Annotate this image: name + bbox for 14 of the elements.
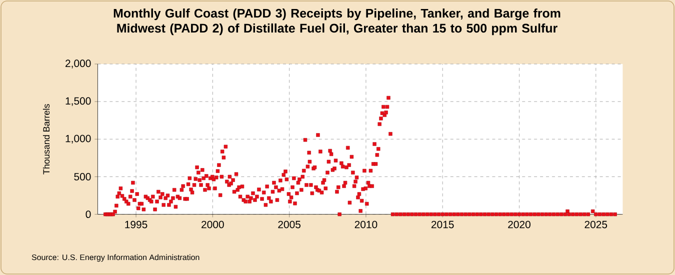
y-tick-label: 2,000: [66, 60, 91, 68]
x-tick-label: 2010: [354, 220, 378, 228]
x-tick-label: 2000: [202, 220, 224, 228]
x-tick-label: 2025: [584, 220, 608, 228]
x-tick-label: 2020: [508, 220, 530, 228]
y-tick-label: 500: [74, 173, 91, 180]
y-axis-title: Thousand Barrels: [42, 104, 50, 174]
x-tick-label: 1995: [125, 220, 148, 228]
x-tick-label: 2005: [278, 220, 300, 228]
y-tick-label: 1,500: [66, 97, 91, 106]
chart-title: Monthly Gulf Coast (PADD 3) Receipts by Pipeline, Tanker, and Barge from Midwest (PADD 2) of Distillate Fuel Oil, Greater than 15 to 500 ppm Sulfur: [114, 8, 560, 36]
x-tick-label: 2015: [431, 220, 454, 228]
y-tick-label: 0: [86, 210, 91, 218]
y-tick-label: 1,000: [66, 134, 91, 144]
